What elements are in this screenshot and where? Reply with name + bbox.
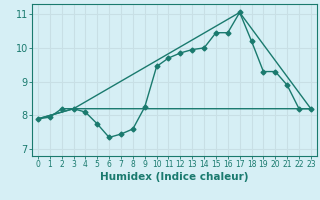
X-axis label: Humidex (Indice chaleur): Humidex (Indice chaleur) <box>100 172 249 182</box>
